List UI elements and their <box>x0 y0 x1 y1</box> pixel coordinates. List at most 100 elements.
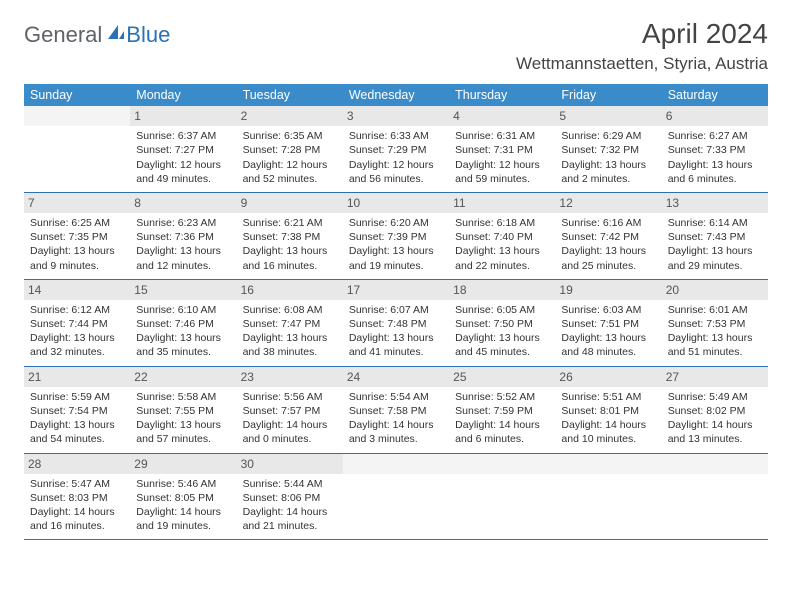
calendar-cell: 12Sunrise: 6:16 AMSunset: 7:42 PMDayligh… <box>555 193 661 279</box>
sunrise-text: Sunrise: 5:49 AM <box>668 390 762 404</box>
date-number: 25 <box>449 367 555 387</box>
daylight-text: Daylight: 12 hours <box>243 158 337 172</box>
sunrise-text: Sunrise: 6:12 AM <box>30 303 124 317</box>
date-number: 28 <box>24 454 130 474</box>
daylight-text: and 57 minutes. <box>136 432 230 446</box>
logo-text-blue: Blue <box>126 22 170 48</box>
daylight-text: and 25 minutes. <box>561 259 655 273</box>
daylight-text: Daylight: 14 hours <box>243 418 337 432</box>
daylight-text: and 38 minutes. <box>243 345 337 359</box>
sunset-text: Sunset: 7:47 PM <box>243 317 337 331</box>
calendar-cell: 10 Sunrise: 6:20 AMSunset: 7:39 PMDayligh… <box>343 193 449 279</box>
day-header-cell: Monday <box>130 84 236 106</box>
sunrise-text: Sunrise: 6:25 AM <box>30 216 124 230</box>
day-header-cell: Friday <box>555 84 661 106</box>
sunrise-text: Sunrise: 6:05 AM <box>455 303 549 317</box>
day-header-row: SundayMondayTuesdayWednesdayThursdayFrid… <box>24 84 768 106</box>
sunrise-text: Sunrise: 6:37 AM <box>136 129 230 143</box>
calendar-cell: 16Sunrise: 6:08 AMSunset: 7:47 PMDayligh… <box>237 280 343 366</box>
daylight-text: and 21 minutes. <box>243 519 337 533</box>
week-row: 14Sunrise: 6:12 AMSunset: 7:44 PMDayligh… <box>24 280 768 367</box>
sunrise-text: Sunrise: 6:18 AM <box>455 216 549 230</box>
calendar-cell: 9Sunrise: 6:21 AMSunset: 7:38 PMDaylight… <box>237 193 343 279</box>
sunset-text: Sunset: 7:53 PM <box>668 317 762 331</box>
date-number: 7 <box>24 193 130 213</box>
daylight-text: and 51 minutes. <box>668 345 762 359</box>
day-header-cell: Tuesday <box>237 84 343 106</box>
date-number: 24 <box>343 367 449 387</box>
title-block: April 2024 Wettmannstaetten, Styria, Aus… <box>516 18 768 74</box>
logo-text-general: General <box>24 22 102 48</box>
date-number-empty <box>343 454 449 474</box>
date-number: 16 <box>237 280 343 300</box>
daylight-text: and 12 minutes. <box>136 259 230 273</box>
sunset-text: Sunset: 8:06 PM <box>243 491 337 505</box>
daylight-text: and 32 minutes. <box>30 345 124 359</box>
sunset-text: Sunset: 7:38 PM <box>243 230 337 244</box>
sunrise-text: Sunrise: 6:14 AM <box>668 216 762 230</box>
calendar-cell: 11Sunrise: 6:18 AMSunset: 7:40 PMDayligh… <box>449 193 555 279</box>
calendar-cell: 15Sunrise: 6:10 AMSunset: 7:46 PMDayligh… <box>130 280 236 366</box>
sunset-text: Sunset: 7:43 PM <box>668 230 762 244</box>
date-number: 6 <box>662 106 768 126</box>
sunset-text: Sunset: 7:32 PM <box>561 143 655 157</box>
calendar-cell: 29Sunrise: 5:46 AMSunset: 8:05 PMDayligh… <box>130 454 236 540</box>
sunset-text: Sunset: 7:46 PM <box>136 317 230 331</box>
sunset-text: Sunset: 7:39 PM <box>349 230 443 244</box>
sunset-text: Sunset: 7:28 PM <box>243 143 337 157</box>
week-row: 1Sunrise: 6:37 AMSunset: 7:27 PMDaylight… <box>24 106 768 193</box>
daylight-text: and 48 minutes. <box>561 345 655 359</box>
sunset-text: Sunset: 7:35 PM <box>30 230 124 244</box>
calendar-cell <box>662 454 768 540</box>
daylight-text: and 35 minutes. <box>136 345 230 359</box>
sunrise-text: Sunrise: 5:56 AM <box>243 390 337 404</box>
logo-sail-icon <box>106 23 126 48</box>
daylight-text: Daylight: 14 hours <box>30 505 124 519</box>
daylight-text: Daylight: 14 hours <box>243 505 337 519</box>
daylight-text: Daylight: 13 hours <box>561 158 655 172</box>
week-row: 7Sunrise: 6:25 AMSunset: 7:35 PMDaylight… <box>24 193 768 280</box>
calendar-cell: 20Sunrise: 6:01 AMSunset: 7:53 PMDayligh… <box>662 280 768 366</box>
calendar-cell: 24Sunrise: 5:54 AMSunset: 7:58 PMDayligh… <box>343 367 449 453</box>
daylight-text: Daylight: 13 hours <box>349 331 443 345</box>
sunrise-text: Sunrise: 6:01 AM <box>668 303 762 317</box>
date-number-empty <box>449 454 555 474</box>
date-number: 10 <box>343 193 449 213</box>
daylight-text: Daylight: 13 hours <box>30 244 124 258</box>
daylight-text: and 9 minutes. <box>30 259 124 273</box>
sunset-text: Sunset: 7:51 PM <box>561 317 655 331</box>
date-number: 22 <box>130 367 236 387</box>
sunrise-text: Sunrise: 5:46 AM <box>136 477 230 491</box>
daylight-text: Daylight: 13 hours <box>349 244 443 258</box>
daylight-text: and 16 minutes. <box>30 519 124 533</box>
daylight-text: Daylight: 13 hours <box>243 331 337 345</box>
date-number: 15 <box>130 280 236 300</box>
month-title: April 2024 <box>516 18 768 50</box>
logo: General Blue <box>24 18 170 48</box>
sunset-text: Sunset: 7:57 PM <box>243 404 337 418</box>
date-number: 26 <box>555 367 661 387</box>
sunset-text: Sunset: 7:59 PM <box>455 404 549 418</box>
date-number-empty <box>555 454 661 474</box>
calendar-cell: 30Sunrise: 5:44 AMSunset: 8:06 PMDayligh… <box>237 454 343 540</box>
daylight-text: Daylight: 14 hours <box>136 505 230 519</box>
date-number: 18 <box>449 280 555 300</box>
sunrise-text: Sunrise: 6:20 AM <box>349 216 443 230</box>
calendar-cell <box>343 454 449 540</box>
sunrise-text: Sunrise: 6:21 AM <box>243 216 337 230</box>
daylight-text: and 22 minutes. <box>455 259 549 273</box>
date-number: 20 <box>662 280 768 300</box>
daylight-text: and 3 minutes. <box>349 432 443 446</box>
calendar-cell: 25Sunrise: 5:52 AMSunset: 7:59 PMDayligh… <box>449 367 555 453</box>
date-number: 3 <box>343 106 449 126</box>
calendar-cell: 2Sunrise: 6:35 AMSunset: 7:28 PMDaylight… <box>237 106 343 192</box>
daylight-text: Daylight: 13 hours <box>30 331 124 345</box>
day-header-cell: Saturday <box>662 84 768 106</box>
daylight-text: Daylight: 14 hours <box>668 418 762 432</box>
date-number: 17 <box>343 280 449 300</box>
date-number: 4 <box>449 106 555 126</box>
calendar-cell: 1Sunrise: 6:37 AMSunset: 7:27 PMDaylight… <box>130 106 236 192</box>
daylight-text: Daylight: 13 hours <box>243 244 337 258</box>
sunset-text: Sunset: 7:50 PM <box>455 317 549 331</box>
daylight-text: and 6 minutes. <box>668 172 762 186</box>
